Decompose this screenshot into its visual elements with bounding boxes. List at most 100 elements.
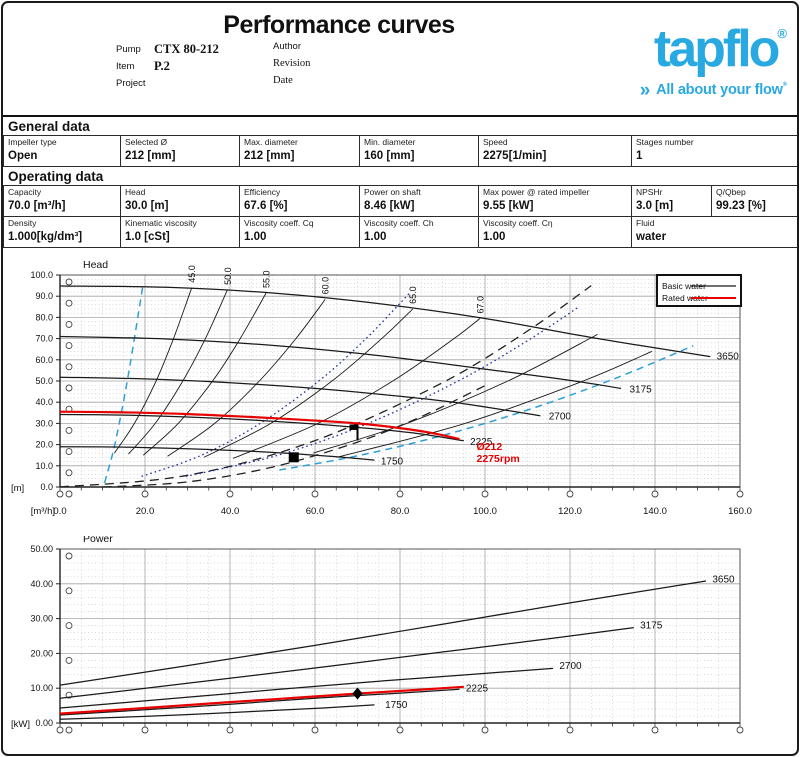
svg-text:120.0: 120.0 [558,506,582,517]
svg-text:Basic water: Basic water [662,281,706,291]
min-diameter-cell: Min. diameter 160 [mm] [359,135,479,167]
general-data-heading: General data [8,119,90,134]
svg-text:2225: 2225 [466,684,489,695]
charts-area: 0.0 10.0 20.0 30.0 40.0 50.0 60.0 70.0 80.0 90.0 1… [3,248,797,748]
table-row: Capacity 70.0 [m³/h] Head 30.0 [m] Efficie… [3,185,797,217]
capacity-cell: Capacity 70.0 [m³/h] [3,185,121,217]
svg-text:3650: 3650 [712,574,735,585]
npshr-cell: NPSHr 3.0 [m] [631,185,712,217]
svg-text:3175: 3175 [640,621,663,632]
svg-text:20.0: 20.0 [35,440,53,450]
svg-text:0.0: 0.0 [40,482,53,492]
svg-text:20.00: 20.00 [30,648,53,658]
stages-cell: Stages number 1 [631,135,797,167]
svg-text:100.0: 100.0 [30,270,53,280]
logo-tagline: » All about your flow® [639,80,788,101]
max-diameter-cell: Max. diameter 212 [mm] [239,135,360,167]
item-label: Item [116,61,135,72]
svg-text:1750: 1750 [385,700,408,711]
author-label: Author [273,41,301,52]
svg-text:[kW]: [kW] [11,719,30,730]
registered-mark-icon: ® [782,82,787,88]
kinematic-viscosity-cell: Kinematic viscosity 1.0 [cSt] [120,216,240,248]
svg-text:70.0: 70.0 [35,334,53,344]
svg-text:10.00: 10.00 [30,683,53,693]
registered-mark-icon: ® [777,26,787,41]
revision-info-fields: Author Revision Date [273,41,310,92]
svg-text:160.0: 160.0 [728,506,752,517]
svg-text:40.0: 40.0 [35,397,53,407]
date-field: Date [273,75,310,92]
svg-text:30.0: 30.0 [35,418,53,428]
svg-text:50.00: 50.00 [30,544,53,554]
pump-value: CTX 80-212 [154,42,219,56]
chevrons-icon: » [639,80,651,101]
svg-text:0.00: 0.00 [35,718,53,728]
svg-text:60.0: 60.0 [321,277,331,295]
revision-label: Revision [273,58,311,69]
svg-text:80.0: 80.0 [391,506,410,517]
impeller-type-cell: Impeller type Open [3,135,121,167]
viscosity-cq-cell: Viscosity coeff. Cq 1.00 [239,216,360,248]
svg-text:40.0: 40.0 [221,506,240,517]
svg-text:[m]: [m] [11,483,24,494]
pump-label: Pump [116,44,141,55]
svg-text:Power: Power [83,536,113,545]
document-header: Performance curves Pump CTX 80-212 Item … [3,3,797,115]
general-data-table: Impeller type Open Selected Ø 212 [mm] Max… [3,135,797,167]
svg-text:10.0: 10.0 [35,461,53,471]
viscosity-ceta-cell: Viscosity coeff. Cη 1.00 [478,216,632,248]
svg-text:Head: Head [83,259,108,271]
efficiency-cell: Efficiency 67.6 [%] [239,185,360,217]
table-row: Density 1.000[kg/dm³] Kinematic viscosity… [3,216,797,248]
svg-text:2275rpm: 2275rpm [477,453,520,465]
svg-text:1750: 1750 [381,457,404,468]
speed-cell: Speed 2275[1/min] [478,135,632,167]
svg-text:140.0: 140.0 [643,506,667,517]
svg-text:55.0: 55.0 [262,270,272,288]
item-field: Item P.2 [116,58,219,75]
svg-text:3175: 3175 [630,384,653,395]
head-chart: 0.0 10.0 20.0 30.0 40.0 50.0 60.0 70.0 80.0 90.0 1… [11,259,752,517]
tapflo-logo: tapflo® » All about your flow® [602,5,788,102]
svg-text:[m³/h]: [m³/h] [31,506,55,517]
table-row: Impeller type Open Selected Ø 212 [mm] Max… [3,135,797,167]
operating-data-heading: Operating data [8,169,104,184]
page-title: Performance curves [223,11,455,39]
viscosity-ch-cell: Viscosity coeff. Ch 1.00 [359,216,479,248]
revision-field: Revision [273,58,310,75]
power-chart: 0.00 10.00 20.00 30.00 40.00 50.00 [kW] Power 17… [11,536,744,734]
svg-text:20.0: 20.0 [136,506,155,517]
author-field: Author [273,41,310,58]
date-label: Date [273,75,293,86]
qqbep-cell: Q/Qbep 99.23 [%] [711,185,797,217]
svg-text:2225: 2225 [470,437,493,448]
svg-text:60.0: 60.0 [306,506,325,517]
svg-text:3650: 3650 [717,352,740,363]
svg-text:Ø212: Ø212 [477,441,503,453]
svg-text:67.0: 67.0 [475,296,485,314]
project-label: Project [116,78,146,89]
svg-text:Rated water: Rated water [662,293,708,303]
pump-field: Pump CTX 80-212 [116,41,219,58]
svg-text:40.00: 40.00 [30,579,53,589]
svg-text:2700: 2700 [549,412,572,423]
project-field: Project [116,75,219,92]
svg-text:60.0: 60.0 [35,355,53,365]
fluid-cell: Fluid water [631,216,797,248]
item-value: P.2 [154,59,170,73]
operating-data-table: Capacity 70.0 [m³/h] Head 30.0 [m] Efficie… [3,185,797,248]
power-on-shaft-cell: Power on shaft 8.46 [kW] [359,185,479,217]
density-cell: Density 1.000[kg/dm³] [3,216,121,248]
svg-text:80.0: 80.0 [35,312,53,322]
svg-text:45.0: 45.0 [187,265,197,283]
svg-text:50.0: 50.0 [223,267,233,285]
svg-text:2700: 2700 [559,661,582,672]
svg-text:0.0: 0.0 [53,506,66,517]
svg-text:50.0: 50.0 [35,376,53,386]
svg-text:90.0: 90.0 [35,291,53,301]
selected-diameter-cell: Selected Ø 212 [mm] [120,135,240,167]
head-cell: Head 30.0 [m] [120,185,240,217]
max-power-cell: Max power @ rated impeller 9.55 [kW] [478,185,632,217]
